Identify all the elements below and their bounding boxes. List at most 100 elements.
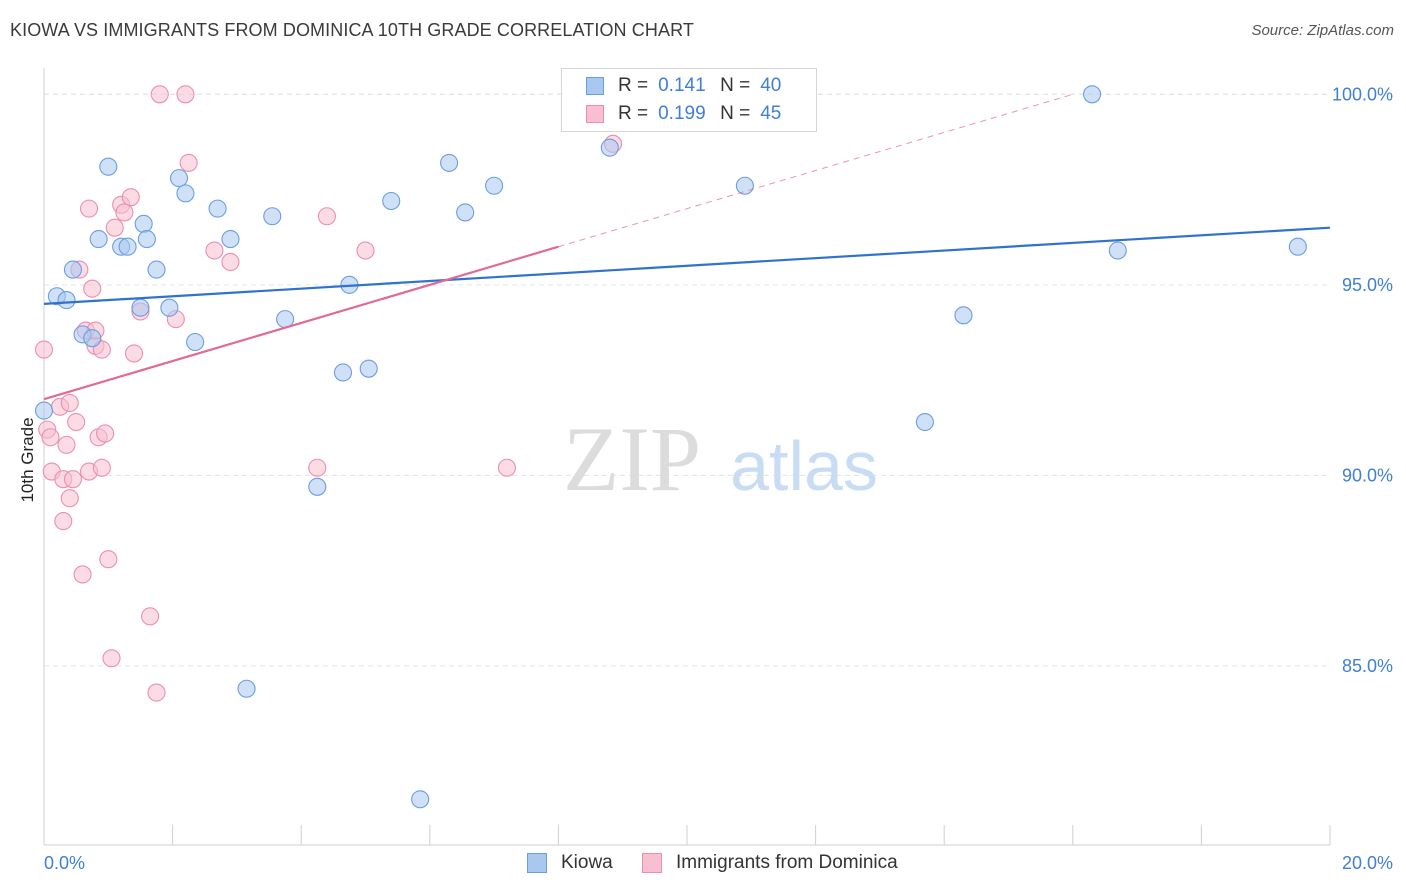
dominica-point [141, 607, 160, 626]
kiowa-point [83, 329, 102, 348]
chart-legend: Kiowa Immigrants from Dominica [0, 852, 1406, 878]
dominica-point [57, 435, 76, 454]
r-value: 0.199 [658, 103, 706, 124]
kiowa-point [169, 169, 189, 188]
x-tick-label: 20.0% [1342, 853, 1393, 873]
dominica-point [96, 424, 115, 443]
stats-row-dominica: R = 0.199 N = 45 [586, 102, 782, 126]
kiowa-point [221, 230, 240, 249]
legend-item-kiowa[interactable]: Kiowa [527, 852, 613, 874]
y-tick-label: 95.0% [1342, 275, 1393, 295]
dominica-point [73, 565, 92, 584]
trend-line [43, 245, 559, 401]
kiowa-point [485, 176, 504, 195]
legend-label-dominica: Immigrants from Dominica [676, 852, 898, 873]
kiowa-point [57, 291, 76, 310]
kiowa-swatch [586, 77, 604, 95]
legend-item-dominica[interactable]: Immigrants from Dominica [642, 852, 898, 874]
r-label: R = [618, 75, 649, 96]
watermark-atlas: atlas [730, 427, 878, 505]
n-value: 40 [760, 75, 782, 96]
kiowa-point [99, 157, 118, 176]
dominica-point [115, 203, 134, 222]
trend-line [558, 93, 1073, 248]
trend-line [43, 226, 1331, 305]
dominica-point [79, 199, 99, 218]
legend-label-kiowa: Kiowa [561, 852, 613, 873]
kiowa-point [382, 191, 401, 211]
kiowa-point [411, 790, 430, 809]
dominica-swatch [586, 105, 604, 123]
series-dominica-points [34, 85, 623, 702]
kiowa-point [137, 230, 156, 249]
series-kiowa-points [34, 85, 1307, 809]
watermark-zip: ZIP [563, 408, 701, 510]
axes [43, 68, 1331, 846]
source-attribution: Source: ZipAtlas.com [1251, 22, 1394, 39]
kiowa-point [89, 230, 108, 249]
kiowa-point [915, 412, 934, 432]
kiowa-point [208, 199, 227, 218]
tick-labels: 85.0% 90.0% 95.0% 100.0% 0.0% 20.0% [44, 84, 1393, 873]
kiowa-point [263, 207, 282, 226]
kiowa-point [131, 298, 150, 317]
n-value: 45 [760, 103, 782, 124]
kiowa-point [1083, 85, 1102, 104]
dominica-point [67, 412, 86, 432]
dominica-point [308, 458, 327, 477]
kiowa-point [954, 306, 973, 325]
kiowa-point [63, 260, 82, 279]
dominica-point [179, 153, 198, 172]
trend-lines [43, 93, 1331, 401]
dominica-point [356, 241, 375, 260]
dominica-point [221, 252, 240, 272]
grid-lines [44, 93, 1330, 667]
y-tick-label: 100.0% [1332, 84, 1393, 104]
kiowa-point [600, 138, 619, 157]
dominica-point [34, 340, 54, 359]
n-label: N = [720, 103, 751, 124]
kiowa-point [1288, 237, 1307, 256]
n-label: N = [720, 75, 751, 96]
chart-title: KIOWA VS IMMIGRANTS FROM DOMINICA 10TH G… [10, 20, 694, 40]
kiowa-point [308, 477, 327, 496]
stats-box: R = 0.141 N = 40 R = 0.199 N = 45 [561, 68, 817, 132]
dominica-point [60, 393, 79, 413]
dominica-point [497, 458, 517, 477]
dominica-point [99, 550, 118, 569]
kiowa-point [160, 298, 179, 317]
legend-swatch-kiowa [527, 853, 547, 873]
kiowa-point [237, 679, 256, 698]
dominica-point [124, 344, 144, 363]
kiowa-point [735, 176, 754, 195]
dominica-point [205, 241, 224, 260]
dominica-point [41, 428, 60, 447]
dominica-point [147, 683, 166, 702]
dominica-point [83, 279, 102, 298]
dominica-point [92, 458, 111, 477]
kiowa-point [118, 237, 137, 256]
dominica-point [102, 649, 121, 668]
dominica-point [176, 85, 195, 104]
dominica-point [105, 218, 124, 237]
dominica-point [150, 85, 169, 104]
dominica-point [63, 470, 82, 489]
kiowa-point [456, 203, 475, 222]
y-tick-label: 85.0% [1342, 656, 1393, 676]
kiowa-point [359, 359, 378, 378]
r-label: R = [618, 103, 649, 124]
dominica-point [121, 188, 140, 207]
dominica-point [54, 512, 73, 531]
kiowa-point [440, 153, 459, 172]
kiowa-point [1108, 241, 1127, 260]
kiowa-point [147, 260, 166, 279]
y-tick-label: 90.0% [1342, 465, 1393, 485]
legend-swatch-dominica [642, 853, 662, 873]
kiowa-point [176, 184, 195, 203]
kiowa-point [333, 363, 353, 382]
r-value: 0.141 [658, 75, 706, 96]
zipatlas-watermark: ZIP atlas [563, 408, 878, 510]
kiowa-point [34, 401, 54, 420]
dominica-point [60, 489, 79, 508]
